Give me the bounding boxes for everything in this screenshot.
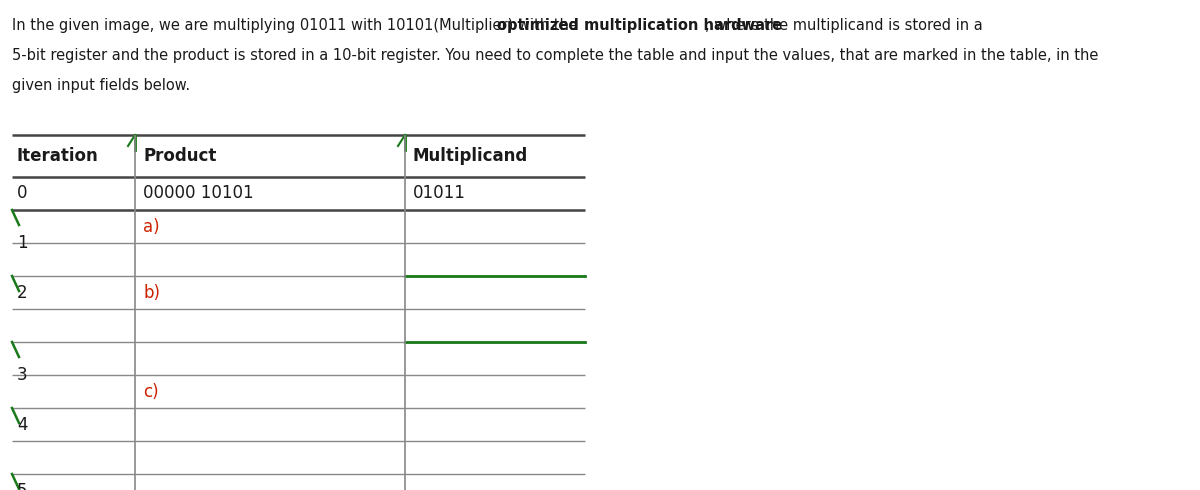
Text: 1: 1 — [17, 234, 28, 252]
Text: 4: 4 — [17, 416, 28, 434]
Text: 2: 2 — [17, 284, 28, 301]
Text: , where the multiplicand is stored in a: , where the multiplicand is stored in a — [706, 18, 983, 33]
Text: 5: 5 — [17, 482, 28, 490]
Text: a): a) — [143, 218, 160, 236]
Text: 01011: 01011 — [413, 185, 466, 202]
Text: In the given image, we are multiplying 01011 with 10101(Multiplier) with the: In the given image, we are multiplying 0… — [12, 18, 582, 33]
Text: b): b) — [143, 284, 160, 301]
Text: optimized multiplication hardware: optimized multiplication hardware — [497, 18, 782, 33]
Text: Iteration: Iteration — [17, 147, 98, 165]
Text: Product: Product — [143, 147, 216, 165]
Text: 0: 0 — [17, 185, 28, 202]
Text: 5-bit register and the product is stored in a 10-bit register. You need to compl: 5-bit register and the product is stored… — [12, 48, 1098, 63]
Text: 00000 10101: 00000 10101 — [143, 185, 253, 202]
Text: c): c) — [143, 383, 158, 400]
Text: Multiplicand: Multiplicand — [413, 147, 528, 165]
Text: given input fields below.: given input fields below. — [12, 78, 190, 93]
Text: 3: 3 — [17, 366, 28, 384]
